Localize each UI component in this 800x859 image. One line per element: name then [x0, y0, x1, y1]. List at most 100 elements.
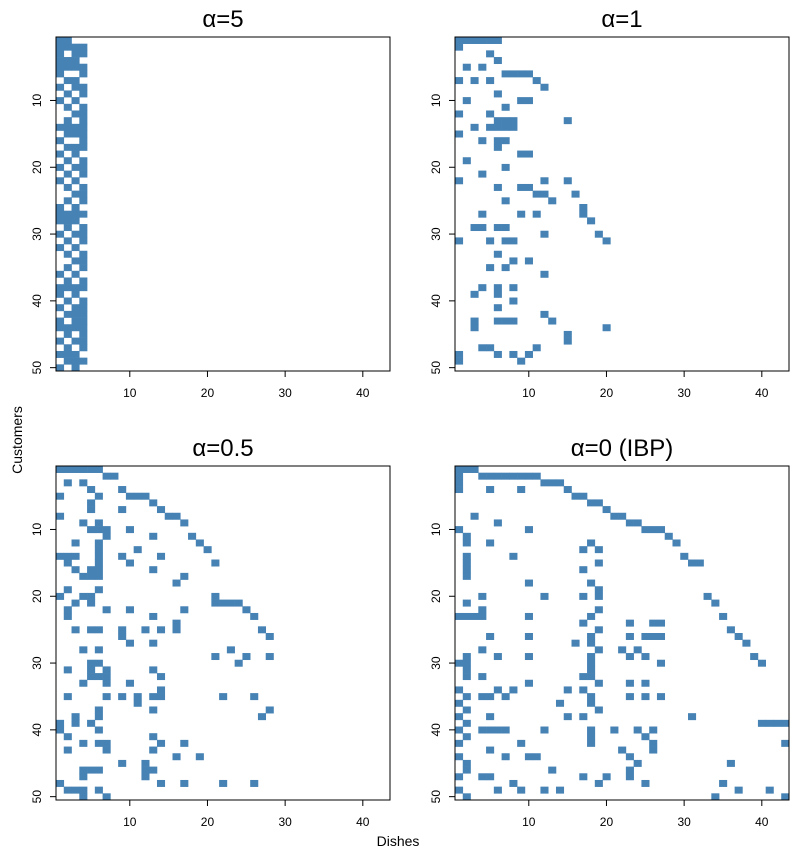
heatmap-cell [63, 786, 72, 794]
heatmap-cell [649, 619, 658, 627]
heatmap-cell [742, 639, 751, 647]
heatmap-cell [455, 786, 464, 794]
heatmap-cell [540, 726, 549, 734]
heatmap-cell [172, 512, 181, 520]
heatmap-cell [63, 344, 72, 352]
x-tick-label: 20 [201, 815, 215, 829]
heatmap-cell [524, 526, 533, 534]
heatmap-cell [219, 693, 228, 701]
heatmap-cell [71, 130, 80, 138]
heatmap-cell [455, 713, 464, 721]
heatmap-cell [462, 733, 471, 741]
heatmap-cell [102, 746, 111, 754]
heatmap-cell [71, 357, 80, 365]
heatmap-cell [125, 639, 134, 647]
heatmap-cell [56, 592, 65, 600]
heatmap-cell [493, 90, 502, 98]
x-tick-label: 10 [522, 386, 536, 400]
heatmap-cell [493, 519, 502, 527]
heatmap-cell [509, 117, 518, 125]
heatmap-cell [455, 686, 464, 694]
heatmap-cell [478, 673, 487, 681]
heatmap-cell [773, 719, 782, 727]
heatmap-cell [71, 337, 80, 345]
heatmap-cell [71, 110, 80, 118]
heatmap-cell [87, 666, 96, 674]
heatmap-cell [102, 679, 111, 687]
heatmap-cell [688, 559, 697, 567]
heatmap-cell [118, 693, 127, 701]
heatmap-cell [79, 264, 88, 272]
heatmap-cell [79, 766, 88, 774]
heatmap-cell [94, 539, 103, 547]
heatmap-cell [63, 37, 72, 44]
x-tick-label: 30 [278, 386, 292, 400]
x-tick-label: 10 [123, 386, 137, 400]
heatmap-cell [455, 699, 464, 707]
heatmap-cell [493, 350, 502, 358]
heatmap-cell [71, 57, 80, 65]
heatmap-cell [102, 739, 111, 747]
heatmap-cell [493, 143, 502, 151]
heatmap-cell [63, 130, 72, 138]
heatmap-cell [79, 679, 88, 687]
heatmap-cell [56, 97, 65, 105]
heatmap-cell [563, 686, 572, 694]
heatmap-cell [493, 686, 502, 694]
heatmap-cell [587, 699, 596, 707]
heatmap-cell [257, 713, 267, 721]
heatmap-cell [486, 726, 495, 734]
heatmap-cell [493, 290, 502, 298]
heatmap-cell [641, 526, 650, 534]
heatmap-cell [455, 612, 464, 620]
heatmap-cell [462, 693, 471, 701]
heatmap-cell [664, 532, 673, 540]
heatmap-cell [87, 766, 96, 774]
heatmap-cell [555, 786, 565, 794]
heatmap-cell [250, 779, 259, 787]
heatmap-cell [455, 237, 464, 245]
heatmap-cell [765, 719, 774, 727]
heatmap-cell [517, 786, 526, 794]
heatmap-cell [602, 324, 611, 332]
heatmap-cell [633, 519, 642, 527]
heatmap-cell [656, 633, 666, 640]
heatmap-cell [102, 532, 111, 540]
heatmap-cell [486, 693, 495, 701]
heatmap-cell [462, 466, 471, 473]
heatmap-cell [141, 626, 150, 634]
heatmap-cell [63, 197, 72, 205]
heatmap-cell [517, 357, 526, 365]
panel-title: α=0 (IBP) [571, 435, 674, 462]
heatmap-cell [781, 793, 789, 800]
heatmap-cell [486, 264, 495, 272]
heatmap-cell [548, 317, 557, 325]
heatmap-cell [587, 579, 596, 587]
heatmap-cell [56, 57, 65, 65]
heatmap-cell [79, 592, 88, 600]
heatmap-cell [594, 646, 603, 654]
heatmap-cell [509, 686, 518, 694]
heatmap-cell [102, 666, 111, 674]
heatmap-cell [164, 512, 173, 520]
heatmap-cell [211, 599, 220, 607]
heatmap-cell [587, 539, 596, 547]
heatmap-cell [79, 793, 88, 800]
heatmap-cell [563, 713, 572, 721]
heatmap-cell [486, 746, 495, 754]
heatmap-cell [462, 612, 471, 620]
heatmap-cell [633, 759, 642, 767]
heatmap-cell [79, 190, 88, 198]
heatmap-cell [625, 519, 634, 527]
heatmap-cell [180, 572, 189, 580]
heatmap-cell [478, 606, 487, 614]
heatmap-cell [133, 492, 142, 500]
heatmap-cell [633, 726, 642, 734]
heatmap-cell [594, 779, 603, 787]
heatmap-cell [87, 599, 96, 607]
heatmap-cell [478, 592, 487, 600]
heatmap-cell [79, 739, 88, 747]
heatmap-cell [56, 37, 65, 44]
heatmap-cell [63, 350, 72, 358]
x-tick-label: 20 [201, 386, 215, 400]
